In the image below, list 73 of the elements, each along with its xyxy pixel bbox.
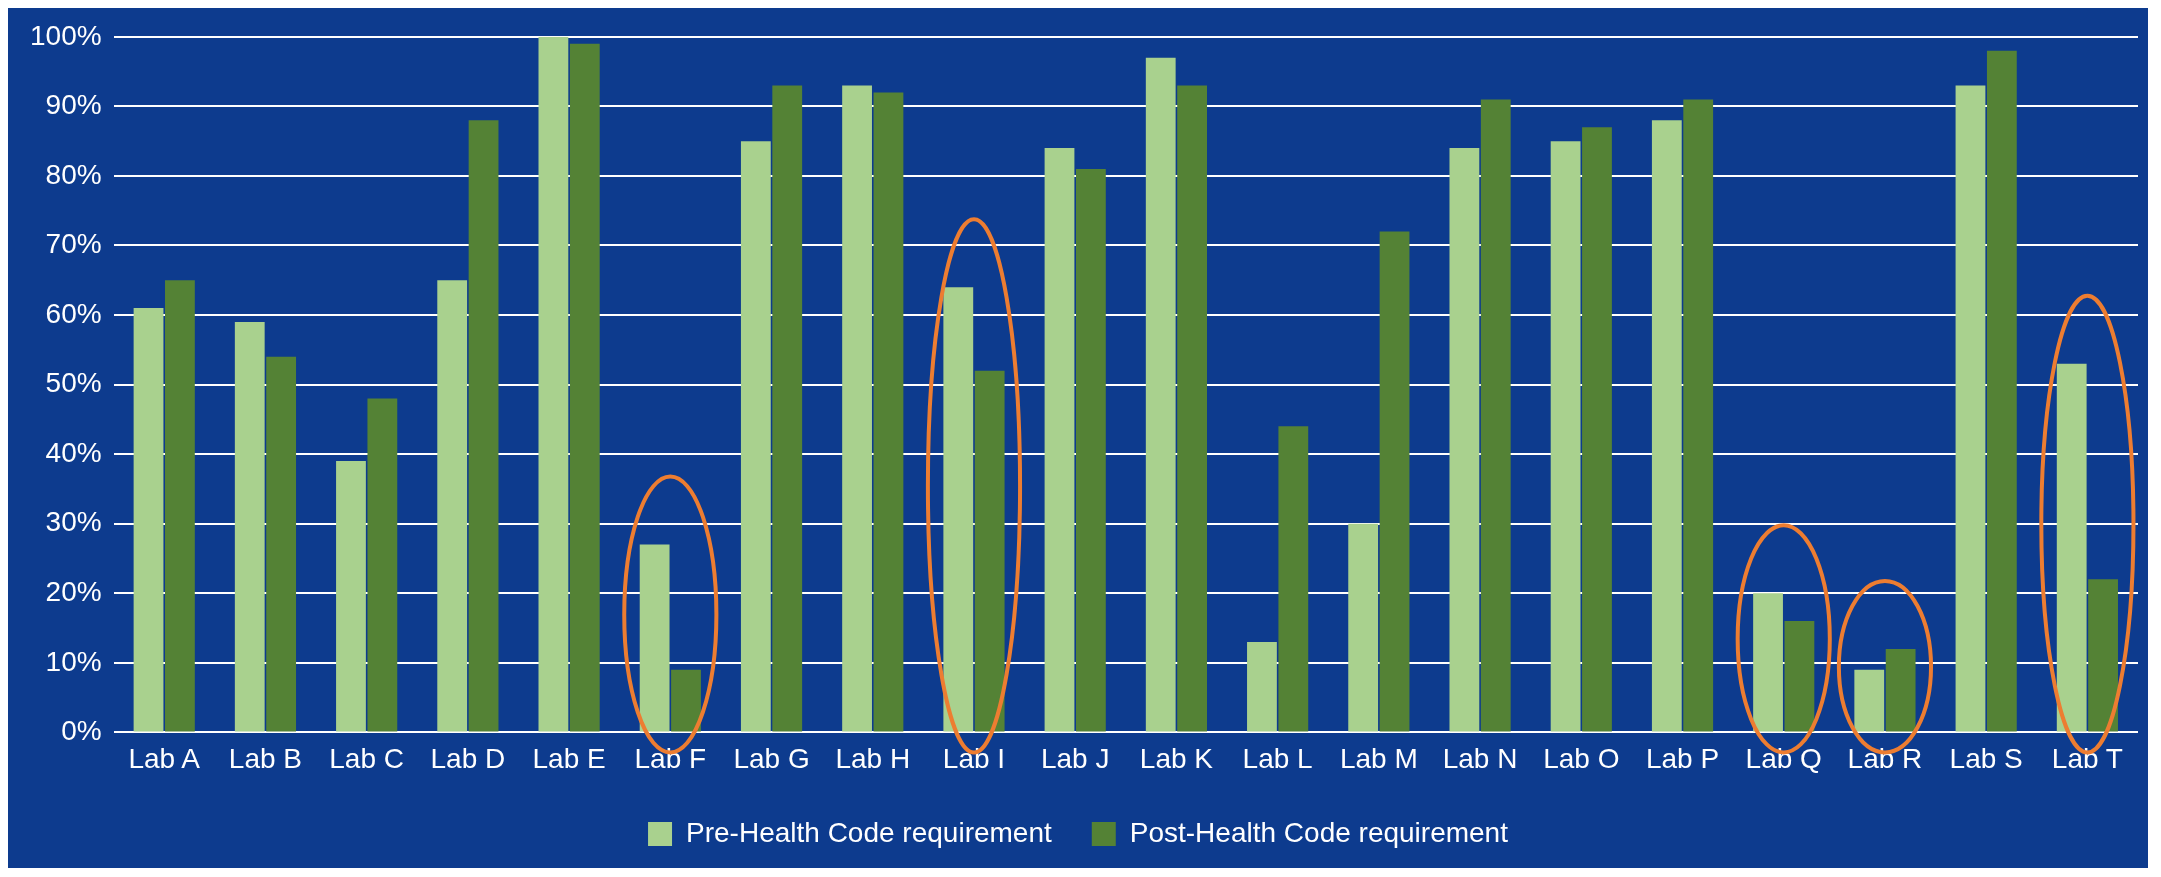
bar [1955,85,1986,732]
bar [671,669,701,732]
y-tick-label: 90% [45,89,102,121]
x-tick-label: Lab P [1645,742,1720,774]
bar [1278,426,1309,732]
bar [1885,648,1916,732]
bar [974,370,1005,732]
bar [1348,523,1379,732]
bar [1753,593,1783,732]
bar [569,43,600,732]
bar [1854,669,1885,732]
bar [772,85,803,732]
bar [842,85,872,732]
x-tick-label: Lab L [1242,742,1313,774]
bar [1582,127,1612,732]
x-tick-label: Lab K [1139,742,1214,774]
bar [1145,57,1176,732]
bar [165,280,195,732]
bar [1449,148,1480,732]
y-tick-label: 20% [45,576,102,607]
bar [2088,579,2118,732]
y-tick-label: 30% [45,506,102,538]
x-tick-label: Lab T [2051,742,2123,774]
bar [639,544,670,732]
x-tick-label: Lab Q [1745,742,1822,774]
y-tick-label: 100% [29,19,102,51]
x-tick-label: Lab C [329,742,405,774]
y-tick-label: 60% [45,297,102,329]
bar [1784,621,1815,732]
bar [740,141,771,732]
x-tick-label: Lab O [1543,742,1620,774]
legend-label: Pre-Health Code requirement [686,816,1052,848]
bar [1986,50,2017,732]
y-tick-label: 80% [45,158,102,190]
y-tick-label: 70% [45,228,102,260]
x-tick-label: Lab D [430,742,506,774]
x-tick-label: Lab G [733,742,810,774]
bar [1247,641,1277,732]
x-tick-label: Lab J [1040,742,1110,774]
bar [1177,85,1208,732]
x-tick-label: Lab M [1339,742,1418,774]
bar [538,36,569,732]
bar [873,92,904,732]
bar [133,308,164,732]
x-tick-label: Lab B [228,742,303,774]
bar [336,461,366,732]
bar [266,356,297,732]
y-tick-label: 50% [45,367,102,399]
bar [1651,120,1682,732]
x-tick-label: Lab S [1949,742,2023,774]
bar [1683,99,1714,732]
x-tick-label: Lab R [1847,742,1923,774]
bar [2056,363,2087,732]
x-tick-label: Lab F [634,742,707,774]
y-tick-label: 0% [61,715,102,747]
bar [234,322,265,732]
bar [468,120,499,732]
x-tick-label: Lab E [532,742,606,774]
bar [437,280,468,732]
x-tick-label: Lab I [942,742,1006,774]
bar [1379,231,1410,732]
x-tick-label: Lab H [835,742,911,774]
bar [367,398,398,732]
bar [1044,148,1075,732]
x-tick-label: Lab N [1442,742,1518,774]
x-tick-label: Lab A [128,742,201,774]
y-tick-label: 40% [45,436,102,468]
bar [1075,168,1106,732]
legend-label: Post-Health Code requirement [1129,816,1509,848]
y-tick-label: 10% [45,645,102,677]
bar [943,287,974,732]
bar [1480,99,1511,732]
bar [1550,141,1581,732]
